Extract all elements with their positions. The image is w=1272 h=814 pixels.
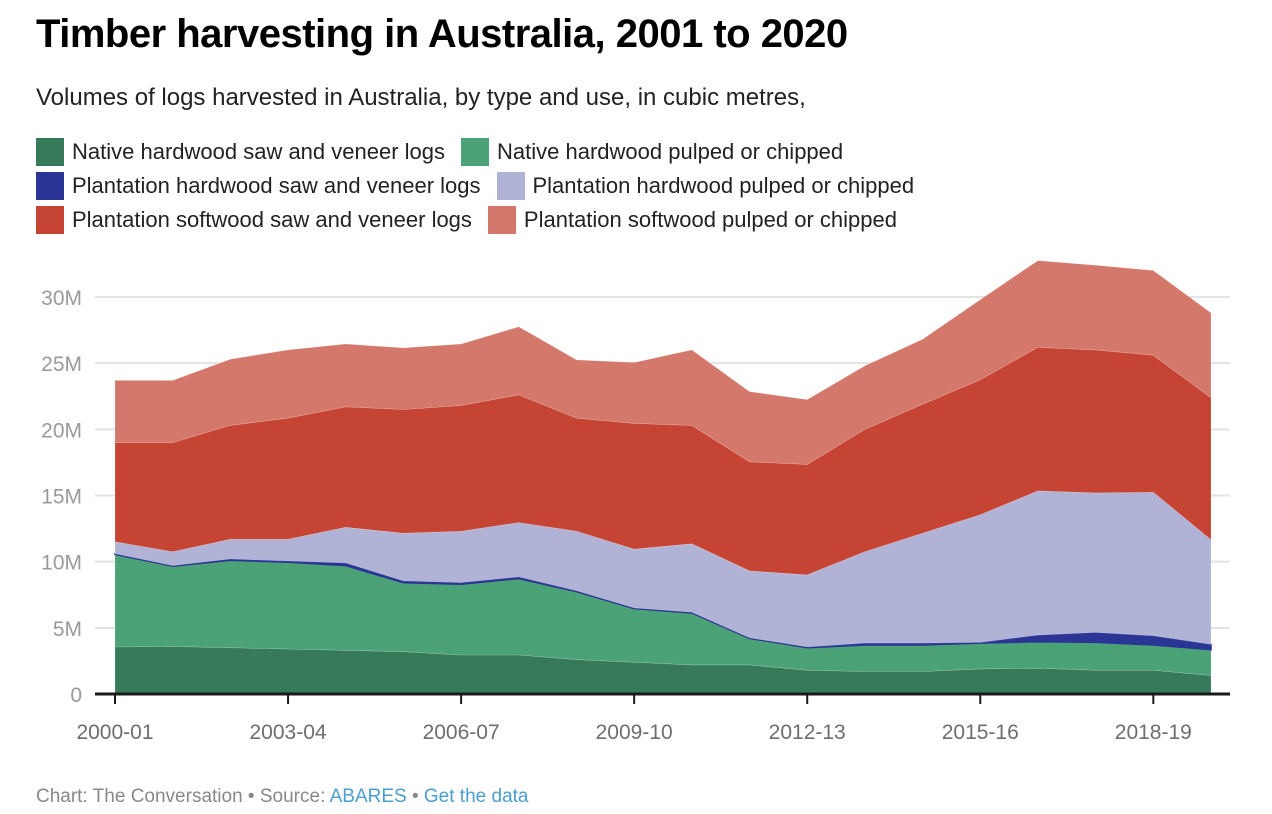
area-plantation-softwood-saw-and-veneer-logs: [114, 346, 1212, 576]
legend-swatch: [36, 206, 64, 234]
x-tick-label: 2000-01: [76, 721, 153, 744]
y-tick-label: 30M: [41, 287, 82, 310]
legend-label: Native hardwood pulped or chipped: [497, 139, 844, 164]
get-the-data-link[interactable]: Get the data: [423, 786, 529, 807]
area-plantation-hardwood-pulped-or-chipped: [114, 490, 1212, 648]
legend-label: Plantation hardwood pulped or chipped: [532, 173, 915, 198]
y-tick-label: 20M: [41, 419, 82, 442]
legend-label: Plantation hardwood saw and veneer logs: [72, 173, 481, 198]
chart-subtitle: Volumes of logs harvested in Australia, …: [36, 84, 806, 111]
legend-item-native-hardwood-saw: Native hardwood saw and veneer logs: [36, 138, 445, 166]
x-tick-label: 2015-16: [942, 721, 1019, 744]
legend-swatch: [487, 206, 516, 234]
chart-credit: Chart: The Conversation: [36, 786, 243, 807]
footer-separator: •: [406, 786, 424, 807]
legend: Native hardwood saw and veneer logs Nati…: [36, 135, 1036, 237]
legend-row: Plantation hardwood saw and veneer logs …: [36, 169, 1036, 203]
legend-swatch: [36, 172, 64, 200]
y-axis: 0 5M 10M 15M 20M 25M 30M: [41, 287, 82, 707]
x-tick-label: 2006-07: [423, 721, 500, 744]
area-series: [114, 260, 1212, 695]
legend-item-plantation-hardwood-pulp: Plantation hardwood pulped or chipped: [496, 172, 915, 200]
y-tick-label: 10M: [41, 552, 82, 575]
legend-swatch: [36, 138, 64, 166]
chart-title: Timber harvesting in Australia, 2001 to …: [36, 12, 848, 56]
legend-label: Plantation softwood pulped or chipped: [523, 207, 897, 232]
y-tick-label: 25M: [41, 353, 82, 376]
stacked-area-chart: 2000-01 2003-04 2006-07 2009-10 2012-13 2015-…: [41, 260, 1230, 744]
area-plantation-softwood-pulped-or-chipped: [114, 260, 1212, 465]
y-tick-label: 15M: [41, 486, 82, 509]
legend-item-plantation-hardwood-saw: Plantation hardwood saw and veneer logs: [36, 172, 481, 200]
legend-swatch: [496, 172, 525, 200]
legend-item-plantation-softwood-saw: Plantation softwood saw and veneer logs: [36, 206, 472, 234]
x-tick-label: 2018-19: [1115, 721, 1192, 744]
legend-row: Plantation softwood saw and veneer logs …: [36, 203, 1036, 237]
x-tick-label: 2009-10: [596, 721, 673, 744]
source-link[interactable]: ABARES: [329, 786, 407, 807]
footer-separator: •: [242, 786, 260, 807]
y-tick-label: 0: [70, 684, 82, 707]
x-tick-label: 2003-04: [250, 721, 327, 744]
legend-item-plantation-softwood-pulp: Plantation softwood pulped or chipped: [487, 206, 897, 234]
legend-label: Native hardwood saw and veneer logs: [72, 139, 446, 164]
legend-label: Plantation softwood saw and veneer logs: [72, 207, 472, 232]
legend-row: Native hardwood saw and veneer logs Nati…: [36, 135, 1036, 169]
y-tick-label: 5M: [53, 618, 82, 641]
x-axis: 2000-01 2003-04 2006-07 2009-10 2012-13 2015-…: [76, 692, 1230, 744]
chart-footer: Chart: The Conversation • Source: ABARES…: [36, 786, 528, 808]
legend-swatch: [461, 138, 490, 166]
source-prefix: Source:: [259, 786, 330, 807]
legend-item-native-hardwood-pulp: Native hardwood pulped or chipped: [461, 138, 843, 166]
x-tick-label: 2012-13: [769, 721, 846, 744]
